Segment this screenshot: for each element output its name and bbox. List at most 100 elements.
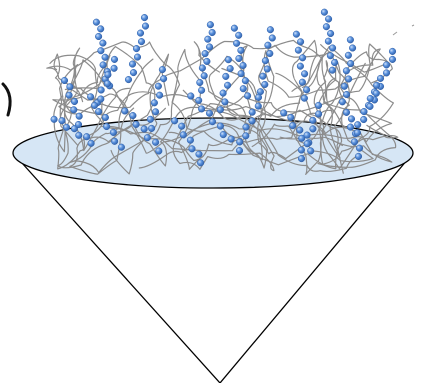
bead <box>205 109 214 117</box>
bead <box>366 94 374 103</box>
bead <box>110 64 118 72</box>
bead-chain <box>353 81 381 137</box>
bead <box>219 89 227 97</box>
bead <box>372 89 380 97</box>
bead <box>95 108 103 116</box>
bead <box>235 147 244 155</box>
bead <box>360 115 368 124</box>
bead <box>301 70 309 78</box>
bead <box>187 92 195 100</box>
bead <box>388 55 397 63</box>
bead <box>129 69 138 77</box>
bead <box>347 59 355 68</box>
bead <box>158 66 166 74</box>
bead <box>195 150 203 158</box>
bead <box>297 155 306 163</box>
bead <box>331 58 339 67</box>
bead <box>101 113 109 122</box>
bead <box>350 138 359 146</box>
bead <box>179 131 187 139</box>
bead <box>349 44 357 52</box>
bead <box>237 46 245 54</box>
bead <box>186 136 194 144</box>
bead <box>222 72 230 80</box>
bead <box>103 122 111 131</box>
bead <box>326 52 334 60</box>
bead <box>99 61 107 69</box>
bead <box>325 15 333 23</box>
bead <box>206 43 214 51</box>
bead <box>254 102 262 110</box>
bead <box>97 25 105 33</box>
bead <box>124 76 133 84</box>
bead <box>216 106 224 114</box>
bead <box>248 108 256 116</box>
bead <box>230 24 238 32</box>
bead <box>354 152 363 160</box>
bead <box>75 112 83 120</box>
bead <box>239 61 247 70</box>
bead <box>347 115 356 123</box>
bead-chain <box>146 66 168 132</box>
bead <box>104 71 112 79</box>
bead <box>298 78 306 86</box>
bead <box>156 91 164 99</box>
bead <box>297 146 305 154</box>
bead <box>235 31 243 39</box>
bead <box>90 101 99 109</box>
bead <box>58 117 66 125</box>
bead <box>99 39 107 47</box>
bead <box>322 23 330 31</box>
bead-chain <box>121 107 163 155</box>
cone-right-edge <box>219 152 414 383</box>
bead <box>50 115 58 123</box>
bead-chain <box>216 56 234 114</box>
bead <box>198 64 206 72</box>
polymer-coil <box>172 89 360 173</box>
bead <box>201 50 209 58</box>
bead <box>346 36 354 44</box>
bead <box>227 135 235 143</box>
bead <box>248 117 256 125</box>
polymer-coil <box>101 55 349 152</box>
bead <box>152 138 160 146</box>
bead <box>266 49 274 58</box>
bead <box>103 80 112 88</box>
bead <box>178 122 186 130</box>
bead <box>203 57 211 65</box>
bead <box>297 38 305 46</box>
bead <box>309 125 317 133</box>
bead <box>171 117 179 125</box>
bead <box>233 39 241 47</box>
bead-chain <box>90 55 119 109</box>
bead <box>226 65 234 73</box>
bead <box>143 134 151 142</box>
bead <box>324 37 332 45</box>
bead <box>70 106 78 114</box>
bead-chain <box>124 14 150 84</box>
bead <box>342 108 351 116</box>
bead <box>382 69 391 77</box>
bead <box>289 122 297 130</box>
bead <box>242 132 250 140</box>
bead <box>216 122 224 130</box>
polymer-coil <box>291 39 393 163</box>
bead <box>128 60 137 68</box>
bead-chain <box>87 93 125 151</box>
bead <box>303 140 311 148</box>
bead <box>309 116 317 124</box>
bead <box>137 38 146 46</box>
bead <box>146 115 154 123</box>
bead <box>259 72 267 80</box>
polymer-coil <box>57 91 343 170</box>
bead <box>83 133 91 141</box>
polymer-coil <box>171 48 336 170</box>
bead <box>296 126 304 134</box>
polymer-coil <box>57 63 166 169</box>
bead <box>236 138 244 146</box>
bead <box>239 85 247 93</box>
bead <box>221 98 229 106</box>
bead <box>320 8 328 16</box>
bead <box>160 75 168 83</box>
bead-chain-brushes <box>50 8 397 167</box>
